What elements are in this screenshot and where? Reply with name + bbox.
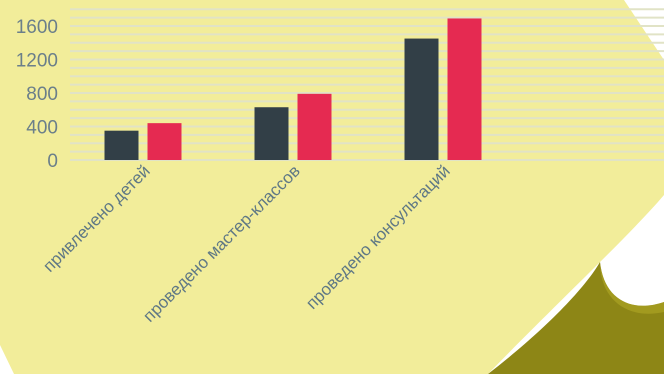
y-tick-label: 400 bbox=[26, 118, 58, 139]
bar-series-1-2 bbox=[254, 107, 289, 160]
bar-series-2-1 bbox=[147, 123, 182, 160]
bar-series-2-2 bbox=[297, 93, 332, 160]
y-axis-ticks: 0 400 800 1200 1600 bbox=[16, 17, 58, 172]
bar-series-2-3 bbox=[447, 18, 482, 161]
bar-series-1-1 bbox=[104, 130, 139, 160]
y-tick-label: 0 bbox=[47, 151, 58, 172]
bar-series-1-3 bbox=[404, 38, 439, 160]
page-curl-highlight bbox=[600, 262, 664, 314]
y-tick-label: 800 bbox=[26, 84, 58, 105]
page-curl bbox=[488, 262, 664, 374]
bars-layer bbox=[104, 18, 482, 161]
y-tick-label: 1600 bbox=[16, 17, 58, 38]
y-tick-label: 1200 bbox=[16, 51, 58, 72]
